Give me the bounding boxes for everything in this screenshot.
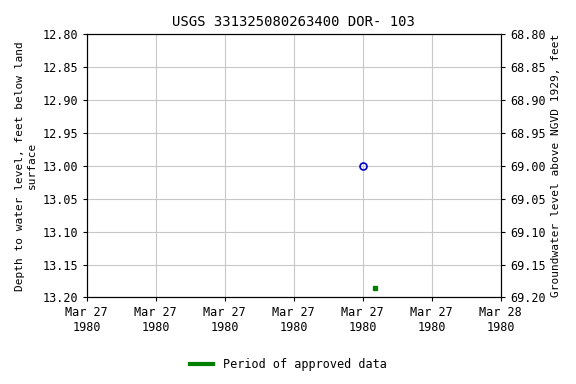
- Y-axis label: Groundwater level above NGVD 1929, feet: Groundwater level above NGVD 1929, feet: [551, 34, 561, 298]
- Legend: Period of approved data: Period of approved data: [185, 354, 391, 376]
- Title: USGS 331325080263400 DOR- 103: USGS 331325080263400 DOR- 103: [172, 15, 415, 29]
- Y-axis label: Depth to water level, feet below land
surface: Depth to water level, feet below land su…: [15, 41, 37, 291]
